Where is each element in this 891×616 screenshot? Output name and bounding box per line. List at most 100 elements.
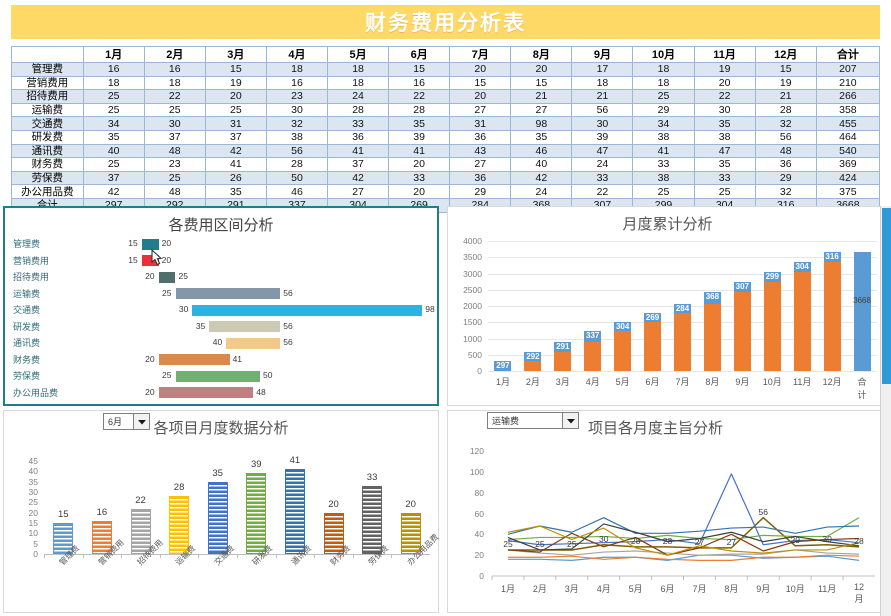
cumulative-bar[interactable]: 297 xyxy=(494,361,512,371)
table-col-header: 2月 xyxy=(143,46,206,63)
table-cell: 16 xyxy=(82,62,145,77)
range-bar[interactable] xyxy=(192,304,423,316)
table-cell: 369 xyxy=(815,157,881,172)
table-row-label: 劳保费 xyxy=(11,170,84,186)
cumulative-increment-segment xyxy=(554,342,572,352)
cumulative-increment-segment xyxy=(823,251,841,263)
monthly-bar[interactable] xyxy=(169,496,190,554)
table-cell: 32 xyxy=(265,116,329,131)
range-bar-low-value: 20 xyxy=(145,271,155,281)
table-cell: 32 xyxy=(754,116,817,131)
y-axis-tick: 100 xyxy=(469,466,484,477)
table-row-label: 通讯费 xyxy=(11,143,84,159)
cumulative-bar[interactable]: 291 xyxy=(554,342,572,371)
cumulative-bar[interactable]: 316 xyxy=(823,251,841,371)
table-cell: 29 xyxy=(754,170,817,186)
chevron-down-icon[interactable] xyxy=(563,413,578,428)
range-bar[interactable] xyxy=(158,271,176,283)
y-axis-tick: 1500 xyxy=(463,317,482,328)
range-bar[interactable] xyxy=(141,238,159,250)
range-bar[interactable] xyxy=(175,288,281,299)
range-bar-row: 交通费 30 98 xyxy=(5,302,437,319)
trend-line[interactable] xyxy=(507,523,860,551)
table-cell: 15 xyxy=(388,62,451,77)
table-cell: 28 xyxy=(388,102,451,118)
trend-line[interactable] xyxy=(507,525,860,556)
cumulative-bar[interactable]: 304 xyxy=(793,262,811,371)
range-bar-track: 25 56 xyxy=(91,286,433,303)
range-bar-track: 35 56 xyxy=(91,319,433,336)
cumulative-bar[interactable]: 3668 xyxy=(853,251,871,371)
range-bar-row: 研发费 35 56 xyxy=(5,319,437,336)
monthly-bar[interactable] xyxy=(246,473,267,554)
table-row: 通讯费 40 48 42 56 41 41 43 46 47 41 47 48 540 xyxy=(11,143,881,159)
cumulative-bar[interactable]: 337 xyxy=(584,331,602,371)
cumulative-increment-segment xyxy=(494,361,512,371)
table-cell: 39 xyxy=(388,129,451,145)
table-cell: 56 xyxy=(754,129,817,145)
cumulative-bar[interactable]: 307 xyxy=(733,281,751,371)
table-col-header: 6月 xyxy=(388,46,451,63)
item-selector-dropdown[interactable]: 运输费 xyxy=(487,412,579,429)
cumulative-bar-label: 304 xyxy=(615,321,630,331)
month-selector-dropdown[interactable]: 6月 xyxy=(103,413,150,430)
cumulative-bar[interactable]: 304 xyxy=(614,321,632,371)
table-cell: 37 xyxy=(326,157,390,172)
page-title-bar: 财务费用分析表 xyxy=(11,5,880,39)
table-cell: 375 xyxy=(815,184,881,199)
trend-line[interactable] xyxy=(507,517,860,535)
trend-line[interactable] xyxy=(507,517,860,541)
table-cell: 38 xyxy=(632,170,695,186)
cumulative-bar[interactable]: 299 xyxy=(763,272,781,371)
monthly-bar[interactable] xyxy=(130,508,151,554)
table-cell: 22 xyxy=(693,89,756,104)
cumulative-increment-segment xyxy=(644,312,662,322)
x-axis-minor-tick xyxy=(121,554,123,558)
monthly-bar[interactable] xyxy=(323,512,344,554)
table-cell: 35 xyxy=(204,184,267,199)
table-cell: 21 xyxy=(571,89,634,104)
trend-line[interactable] xyxy=(507,473,860,546)
range-bar[interactable] xyxy=(175,370,260,382)
trend-line[interactable] xyxy=(507,532,860,556)
gridline xyxy=(488,273,877,275)
range-bar[interactable] xyxy=(158,354,230,365)
range-bar[interactable] xyxy=(158,387,254,398)
chevron-down-icon[interactable] xyxy=(134,414,149,429)
monthly-bar[interactable] xyxy=(91,520,112,554)
monthly-bar[interactable] xyxy=(400,512,421,554)
range-bar[interactable] xyxy=(226,337,281,349)
x-axis-tick: 3月 xyxy=(564,584,579,594)
cumulative-bar[interactable]: 284 xyxy=(674,303,691,371)
cumulative-bar[interactable]: 292 xyxy=(524,352,542,371)
y-axis-tick: 3500 xyxy=(463,252,482,263)
range-bar[interactable] xyxy=(141,255,159,266)
cumulative-bar[interactable]: 368 xyxy=(703,291,721,371)
monthly-bar-label: 22 xyxy=(135,494,146,506)
cumulative-increment-segment xyxy=(703,291,721,304)
x-axis-tick: 4月 xyxy=(585,377,600,387)
monthly-bar[interactable] xyxy=(53,523,74,554)
table-cell: 27 xyxy=(510,102,573,118)
range-bar-rows: 管理费 15 20 营销费用 15 20 招待费用 20 25 运输费 25 56 交通费 30 98 研发费… xyxy=(5,236,437,401)
table-cell: 40 xyxy=(82,143,145,159)
range-bar-label: 管理费 xyxy=(13,239,41,249)
range-bar-row: 管理费 15 20 xyxy=(5,236,437,253)
scrollbar-thumb[interactable] xyxy=(882,208,891,384)
table-cell: 25 xyxy=(82,157,145,172)
cumulative-increment-segment xyxy=(853,251,871,371)
trend-line[interactable] xyxy=(507,554,860,561)
table-cell: 47 xyxy=(571,143,634,159)
trend-line[interactable] xyxy=(507,516,860,551)
range-bar-label: 通讯费 xyxy=(13,338,41,348)
table-cell: 35 xyxy=(693,116,756,131)
range-bar-label: 交通费 xyxy=(13,305,41,315)
monthly-bar[interactable] xyxy=(207,481,228,554)
cumulative-bar[interactable]: 269 xyxy=(644,312,662,371)
range-bar[interactable] xyxy=(209,321,281,332)
vertical-scrollbar[interactable] xyxy=(880,206,891,616)
cumulative-base-segment xyxy=(644,321,662,371)
table-row-label: 营销费用 xyxy=(11,75,84,91)
monthly-bar[interactable] xyxy=(284,469,305,554)
monthly-bar[interactable] xyxy=(362,485,383,554)
